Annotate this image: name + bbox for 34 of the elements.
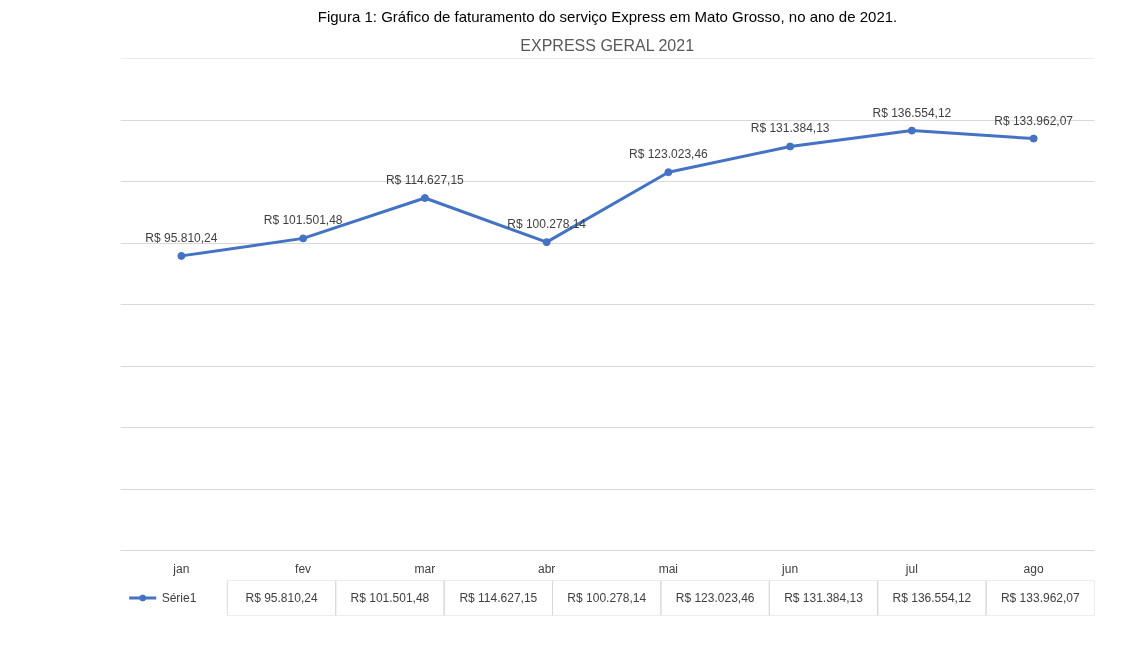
data-label: R$ 131.384,13 [750,121,830,136]
x-tick-label: mai [658,561,679,576]
data-label: R$ 114.627,15 [385,173,465,188]
point [177,251,186,260]
data-label: R$ 136.554,12 [872,105,952,120]
x-tick-label: abr [537,561,556,576]
point [420,194,429,203]
text: R$ 133.962,07 [1000,591,1080,605]
x-tick-label: ago [1023,561,1044,576]
chart-title: EXPRESS GERAL 2021 [520,36,695,54]
data-label: R$ 101.501,48 [263,213,343,228]
x-tick-label: mar [414,561,436,576]
point [786,142,795,151]
x-tick-label: jul [904,561,918,576]
x-tick-label: jun [781,561,799,576]
text: R$ 100.278,14 [567,591,647,605]
x-tick-label: fev [295,561,312,576]
x-tick-label: jan [172,561,190,576]
point [1029,134,1038,143]
point [907,126,916,135]
data-label: R$ 123.023,46 [629,147,709,162]
text: R$ 114.627,15 [459,591,538,605]
point [664,168,673,177]
data-label: R$ 133.962,07 [994,113,1074,128]
text: R$ 95.810,24 [245,591,318,605]
data-label: R$ 95.810,24 [145,230,218,245]
text: R$ 136.554,12 [892,591,972,605]
text: R$ 131.384,13 [784,591,863,605]
point [542,238,551,247]
text: Figura 1: Gráfico de faturamento do serviço Express em Mato Grosso, no ano de 2021. [317,7,898,25]
text: R$ 123.023,46 [675,591,755,605]
point [299,234,308,243]
text: R$ 101.501,48 [350,591,430,605]
legend-label: Série1 [161,591,197,605]
